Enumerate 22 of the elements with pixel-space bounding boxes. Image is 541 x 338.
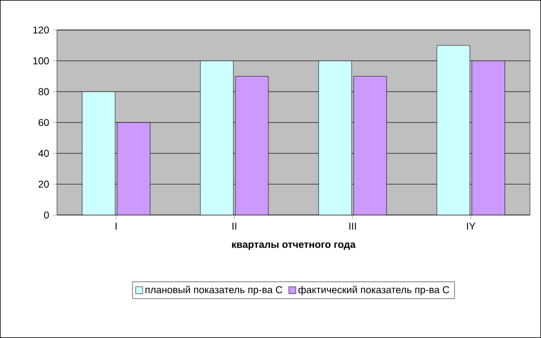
y-tick-label: 100 <box>33 57 49 64</box>
legend-label: плановый показатель пр-ва С <box>146 286 282 296</box>
x-tick-label: I <box>116 222 117 230</box>
x-tick-label: IY <box>467 222 476 230</box>
y-tick-label: 60 <box>38 118 49 126</box>
x-axis-title: кварталы отчетного года <box>232 242 356 250</box>
bar <box>82 91 116 215</box>
y-tick-label: 40 <box>38 150 49 157</box>
y-tick-label: 120 <box>33 26 49 34</box>
x-tick-label: II <box>232 222 236 230</box>
x-tick-label: III <box>349 222 356 230</box>
bar <box>200 60 234 215</box>
bar <box>472 60 506 215</box>
legend-label: фактический показатель пр-ва С <box>298 286 450 296</box>
bar <box>436 45 470 215</box>
bar <box>116 122 150 215</box>
y-tick-label: 0 <box>44 211 49 219</box>
bar <box>353 76 387 215</box>
bar <box>318 60 352 215</box>
bar <box>235 76 269 215</box>
y-tick-label: 80 <box>38 88 49 96</box>
y-tick-label: 20 <box>38 180 49 188</box>
